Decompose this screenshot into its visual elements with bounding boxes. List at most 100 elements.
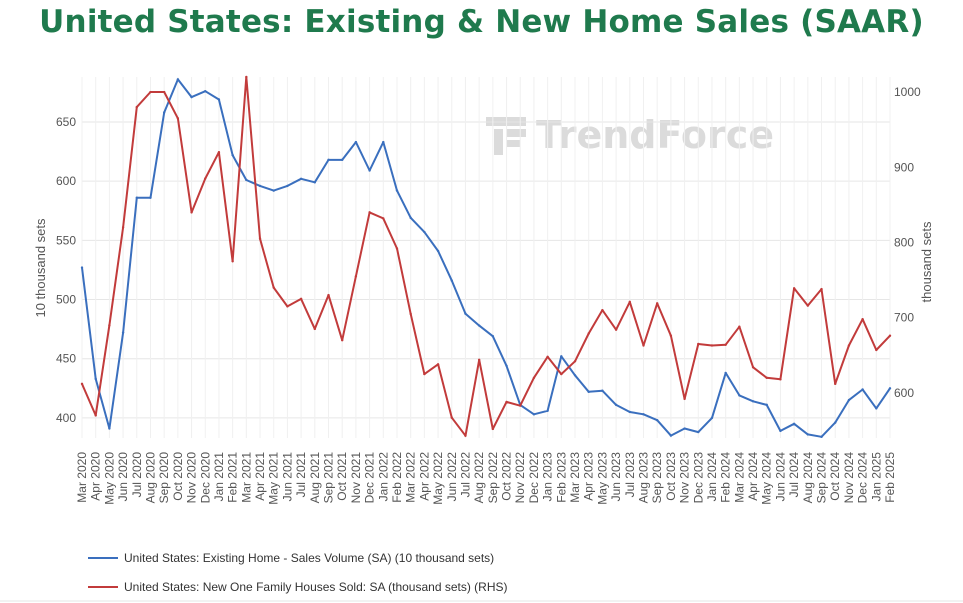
x-tick-label: Jun 2021 (280, 452, 294, 502)
data-point-existing (491, 335, 495, 338)
x-tick-label: Feb 2023 (554, 452, 568, 503)
x-tick-label: May 2021 (267, 452, 281, 505)
data-point-existing (724, 371, 727, 375)
y-left-tick-label: 600 (56, 174, 76, 188)
data-point-new (135, 105, 138, 109)
data-point-existing (368, 169, 371, 172)
x-tick-label: Sep 2021 (322, 452, 336, 504)
x-tick-label: Apr 2022 (417, 452, 431, 501)
data-point-new (313, 327, 317, 331)
x-tick-label: Sep 2024 (815, 452, 829, 504)
data-point-new (176, 117, 180, 120)
y-left-tick-label: 450 (56, 352, 76, 366)
x-tick-label: Jul 2023 (623, 452, 637, 498)
x-tick-label: May 2024 (760, 452, 774, 505)
data-point-existing (669, 434, 673, 437)
data-point-existing (505, 364, 508, 367)
data-point-new (341, 339, 344, 342)
data-point-new (834, 382, 837, 386)
y-axis-left: 400 450 500 550 600 650 (56, 115, 76, 425)
x-tick-label: Jun 2020 (116, 452, 130, 502)
x-tick-label: Jun 2022 (445, 452, 459, 502)
data-point-new (272, 286, 275, 289)
x-tick-label: Jan 2025 (869, 452, 883, 502)
data-point-existing (806, 433, 810, 436)
data-point-existing (135, 196, 138, 199)
x-tick-label: Dec 2020 (198, 452, 212, 504)
x-tick-label: Oct 2021 (335, 452, 349, 501)
data-point-existing (162, 111, 166, 114)
data-point-new (765, 376, 768, 380)
data-point-existing (560, 355, 563, 358)
data-point-existing (573, 374, 577, 377)
data-point-new (587, 332, 590, 335)
data-point-new (792, 287, 796, 290)
data-point-new (847, 344, 851, 347)
legend-swatch-existing (88, 557, 118, 559)
y-right-tick-label: 1000 (894, 85, 921, 99)
data-point-new (382, 217, 385, 220)
x-tick-label: Jan 2024 (705, 452, 719, 502)
data-point-existing (450, 279, 453, 282)
grid-lines (81, 77, 891, 438)
data-point-existing (888, 387, 892, 390)
chart-title: United States: Existing & New Home Sales… (39, 4, 924, 40)
legend-item-existing[interactable]: United States: Existing Home - Sales Vol… (88, 551, 494, 565)
legend-label-new: United States: New One Family Houses Sol… (124, 580, 508, 594)
legend-item-new[interactable]: United States: New One Family Houses Sol… (88, 580, 508, 594)
x-tick-label: Feb 2025 (883, 452, 897, 503)
data-point-existing (121, 331, 125, 334)
data-point-new (601, 308, 604, 312)
data-point-new (162, 90, 166, 94)
data-point-new (368, 211, 371, 214)
x-tick-label: Oct 2020 (171, 452, 185, 501)
data-point-existing (847, 398, 851, 402)
legend-swatch-new (88, 586, 118, 588)
x-tick-label: Jan 2021 (212, 452, 226, 502)
x-tick-label: Nov 2020 (185, 452, 199, 504)
data-point-existing (601, 389, 604, 392)
data-point-new (642, 344, 645, 347)
x-axis: Mar 2020 Apr 2020 May 2020 Jun 2020 Jul 2020… (75, 452, 897, 505)
x-tick-label: Nov 2024 (842, 452, 856, 504)
x-tick-label: Dec 2023 (691, 452, 705, 504)
data-point-existing (751, 400, 755, 403)
data-point-existing (313, 181, 317, 184)
data-point-new (436, 363, 440, 366)
data-point-existing (875, 407, 878, 410)
data-point-new (108, 323, 111, 327)
data-point-existing (792, 422, 796, 425)
series-lines (80, 75, 892, 439)
data-point-new (395, 247, 399, 250)
x-tick-label: Mar 2022 (404, 452, 418, 503)
data-point-new (546, 355, 549, 358)
data-point-existing (176, 78, 180, 81)
data-point-existing (382, 140, 385, 144)
x-tick-label: May 2023 (595, 452, 609, 505)
x-tick-label: Sep 2023 (650, 452, 664, 504)
y-right-tick-label: 600 (894, 386, 914, 400)
data-point-new (683, 397, 686, 401)
data-point-new (354, 275, 358, 278)
data-point-existing (779, 429, 782, 433)
y-left-tick-label: 650 (56, 115, 76, 129)
data-point-new (327, 293, 330, 297)
data-point-new (573, 360, 577, 363)
y-axis-right: 600 700 800 900 1000 (894, 85, 921, 400)
data-point-existing (341, 158, 344, 162)
data-point-existing (834, 421, 837, 424)
x-tick-label: Feb 2022 (390, 452, 404, 503)
data-point-new (697, 342, 700, 346)
x-tick-label: Mar 2020 (75, 452, 89, 503)
data-point-new (710, 344, 714, 347)
series-line-new-home-sales (81, 76, 891, 437)
data-point-new (258, 237, 262, 240)
x-tick-label: Feb 2024 (719, 452, 733, 503)
data-point-existing (738, 394, 741, 397)
data-point-existing (286, 184, 289, 188)
data-point-new (423, 372, 426, 376)
y-right-tick-label: 700 (894, 311, 914, 325)
data-point-new (532, 376, 536, 380)
data-point-existing (245, 178, 248, 182)
